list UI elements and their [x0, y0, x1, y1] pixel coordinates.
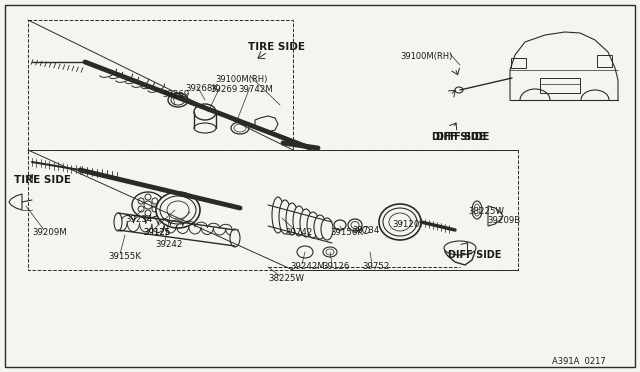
- Text: TIRE SIDE: TIRE SIDE: [248, 42, 305, 52]
- Ellipse shape: [379, 204, 421, 240]
- Ellipse shape: [351, 221, 359, 228]
- Ellipse shape: [314, 215, 326, 239]
- Ellipse shape: [279, 200, 291, 234]
- Text: 39242: 39242: [155, 240, 182, 249]
- Ellipse shape: [321, 218, 333, 240]
- Ellipse shape: [307, 212, 319, 238]
- Ellipse shape: [334, 220, 346, 230]
- Ellipse shape: [132, 192, 164, 218]
- Polygon shape: [488, 206, 503, 226]
- Circle shape: [145, 194, 151, 200]
- Text: 38225W: 38225W: [468, 207, 504, 216]
- Circle shape: [362, 227, 369, 234]
- Text: 39156K: 39156K: [330, 228, 363, 237]
- Bar: [597, 55, 612, 67]
- Text: DIFF SIDE: DIFF SIDE: [432, 132, 485, 142]
- Text: DIFF SIDE: DIFF SIDE: [436, 132, 490, 142]
- Ellipse shape: [167, 201, 189, 219]
- Text: 39209B: 39209B: [487, 216, 520, 225]
- Text: A391A  0217: A391A 0217: [552, 357, 605, 366]
- Text: 39752: 39752: [362, 262, 389, 271]
- Ellipse shape: [323, 247, 337, 257]
- Bar: [28, 20, 293, 150]
- Text: 39269: 39269: [162, 90, 189, 99]
- Polygon shape: [445, 242, 475, 265]
- Ellipse shape: [326, 249, 334, 255]
- Ellipse shape: [194, 123, 216, 133]
- Ellipse shape: [168, 93, 188, 107]
- Ellipse shape: [114, 213, 122, 231]
- Text: 39742: 39742: [285, 228, 312, 237]
- Text: 39100M(RH): 39100M(RH): [400, 52, 452, 61]
- Ellipse shape: [230, 229, 240, 247]
- Ellipse shape: [444, 241, 476, 255]
- Circle shape: [138, 198, 144, 204]
- Text: 39242M: 39242M: [290, 262, 325, 271]
- Circle shape: [144, 201, 152, 209]
- Ellipse shape: [300, 209, 312, 237]
- Polygon shape: [9, 194, 22, 210]
- Circle shape: [145, 210, 151, 216]
- Text: 39734: 39734: [352, 226, 380, 235]
- Text: 39234: 39234: [125, 215, 152, 224]
- Circle shape: [138, 206, 144, 212]
- Ellipse shape: [234, 124, 246, 132]
- Ellipse shape: [272, 197, 284, 233]
- Circle shape: [152, 206, 158, 212]
- Text: 39268K: 39268K: [185, 84, 218, 93]
- Text: TIRE SIDE: TIRE SIDE: [14, 175, 71, 185]
- Ellipse shape: [293, 206, 305, 236]
- Ellipse shape: [455, 87, 463, 93]
- Text: 39269: 39269: [210, 85, 237, 94]
- Ellipse shape: [474, 204, 480, 216]
- Ellipse shape: [160, 196, 196, 224]
- Text: 39126: 39126: [322, 262, 349, 271]
- Ellipse shape: [297, 246, 313, 258]
- Ellipse shape: [171, 95, 185, 105]
- Ellipse shape: [389, 213, 411, 231]
- Text: 39209M: 39209M: [32, 228, 67, 237]
- Ellipse shape: [472, 201, 482, 219]
- Bar: [511, 58, 526, 68]
- Text: 39155K: 39155K: [108, 252, 141, 261]
- Polygon shape: [255, 116, 278, 132]
- Ellipse shape: [348, 219, 362, 231]
- Text: 39125: 39125: [143, 228, 170, 237]
- Text: 38225W: 38225W: [268, 274, 304, 283]
- Ellipse shape: [194, 104, 216, 120]
- Bar: [28, 150, 518, 270]
- Text: 39100M(RH): 39100M(RH): [215, 75, 268, 84]
- Text: 39125: 39125: [143, 228, 170, 237]
- Text: 39120: 39120: [392, 220, 419, 229]
- Text: 39742M: 39742M: [238, 85, 273, 94]
- Ellipse shape: [286, 203, 298, 235]
- Ellipse shape: [383, 208, 417, 236]
- Bar: [540, 78, 580, 93]
- Text: DIFF SIDE: DIFF SIDE: [448, 250, 501, 260]
- Ellipse shape: [156, 192, 200, 228]
- Ellipse shape: [231, 122, 249, 134]
- Circle shape: [152, 198, 158, 204]
